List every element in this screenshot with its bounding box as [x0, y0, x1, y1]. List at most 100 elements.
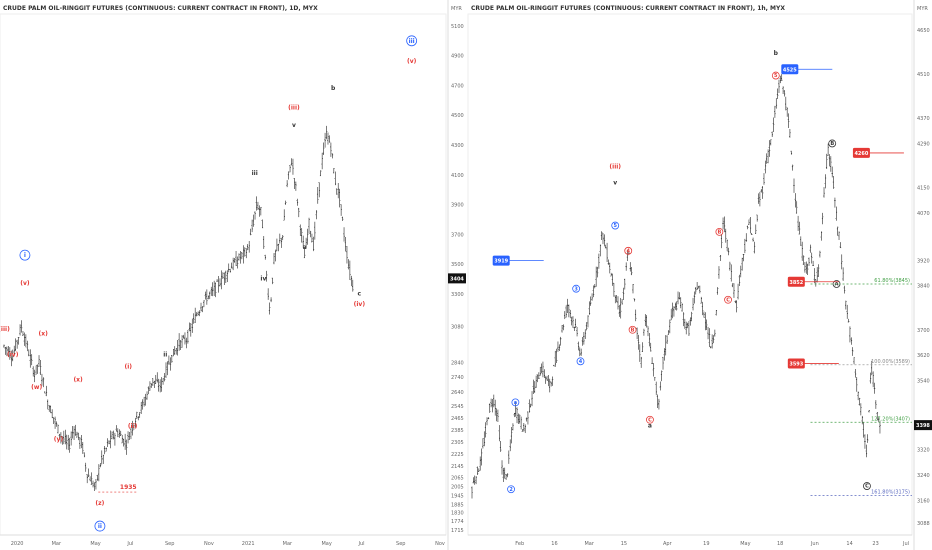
wave-label: ii [98, 523, 102, 530]
wave-label: (iv) [7, 351, 19, 358]
y-tick-label: 2225 [451, 452, 464, 458]
x-tick-label: 19 [703, 541, 709, 547]
wave-label-circle [511, 398, 520, 407]
y-tick-label: 3300 [451, 292, 464, 298]
y-tick-label: 1715 [451, 528, 464, 534]
wave-label-circle [724, 295, 732, 304]
wave-label: B [717, 229, 721, 235]
wave-label: (y) [54, 436, 64, 443]
y-tick-label: 2385 [451, 428, 464, 434]
wave-label: v [292, 122, 296, 129]
wave-label: 2 [509, 487, 513, 493]
wave-label-circle [715, 227, 724, 236]
y-tick-label: 3540 [917, 378, 930, 384]
y-tick-label: 2840 [451, 360, 464, 366]
x-tick-label: Mar [584, 541, 594, 547]
y-tick-label: 1774 [451, 519, 464, 525]
x-tick-label: Nov [204, 541, 214, 547]
y-tick-label: 2005 [451, 485, 464, 491]
y-tick-label: 3088 [917, 521, 930, 527]
y-tick-label: 2640 [451, 390, 464, 396]
y-tick-label: 3920 [917, 258, 930, 264]
x-tick-label: Sep [165, 541, 174, 547]
price-box [492, 255, 510, 266]
last-price-badge [448, 273, 466, 284]
annotation-text: 1935 [120, 484, 137, 491]
price-axis [914, 0, 932, 550]
x-tick-label: May [90, 541, 100, 547]
wave-label: 3 [574, 286, 578, 292]
y-tick-label: 2545 [451, 404, 464, 410]
y-tick-label: 4510 [917, 72, 930, 78]
x-tick-label: 23 [872, 541, 878, 547]
wave-label: iv [260, 275, 266, 282]
y-tick-label: 2740 [451, 375, 464, 381]
wave-label-circle [863, 482, 871, 490]
wave-label: A [835, 282, 839, 288]
price-axis-unit: MYR [917, 6, 928, 12]
chart-title: CRUDE PALM OIL-RINGGIT FUTURES (CONTINUO… [3, 5, 318, 12]
daily-chart-panel[interactable]: MYR CRUDE PALM OIL-RINGGIT FUTURES (CONTI… [0, 0, 466, 550]
y-tick-label: 3900 [451, 203, 464, 209]
x-tick-label: Jun [810, 541, 819, 547]
fib-level-label: 127.20%(3407) [871, 416, 910, 422]
x-tick-label: 15 [621, 541, 627, 547]
wave-label: 5 [613, 223, 617, 229]
y-tick-label: 4150 [917, 186, 930, 192]
y-tick-label: 4070 [917, 211, 930, 217]
x-tick-label: 18 [777, 541, 783, 547]
x-tick-label: Sep [396, 541, 405, 547]
wave-label: (v) [20, 280, 30, 287]
wave-label-circle [94, 520, 106, 532]
x-tick-label: May [740, 541, 750, 547]
y-tick-label: 1830 [451, 511, 464, 517]
price-box-label: 3919 [494, 259, 508, 265]
wave-label: (i) [124, 363, 132, 370]
wave-label: a [303, 244, 307, 251]
wave-label-circle [572, 284, 581, 293]
y-tick-label: 3620 [917, 353, 930, 359]
y-tick-label: 4900 [451, 54, 464, 60]
fib-level-label: 100.00%(3589) [871, 359, 910, 365]
wave-label: i [24, 252, 26, 259]
plot-area [467, 13, 913, 536]
price-box [781, 64, 799, 75]
fib-level-label: 161.80%(3175) [871, 490, 910, 496]
y-tick-label: 3840 [917, 284, 930, 290]
hourly-chart-panel[interactable]: MYR CRUDE PALM OIL-RINGGIT FUTURES (CONTI… [467, 0, 932, 550]
wave-label: (iii) [609, 164, 621, 171]
y-tick-label: 5100 [451, 24, 464, 30]
wave-label-circle [507, 485, 515, 494]
wave-label: (iii) [288, 104, 300, 111]
x-tick-label: 14 [846, 541, 852, 547]
price-box-label: 3593 [789, 362, 803, 368]
wave-label: (v) [407, 58, 417, 65]
last-price-badge [914, 420, 932, 431]
price-axis-unit: MYR [451, 6, 462, 12]
wave-label-circle [646, 415, 654, 424]
x-tick-label: Jul [126, 541, 133, 547]
wave-label-circle [611, 221, 620, 230]
y-tick-label: 3240 [917, 473, 930, 479]
wave-label: C [865, 484, 869, 490]
wave-label-circle [406, 35, 418, 47]
wave-label-circle [624, 246, 633, 255]
wave-label: 5 [774, 73, 778, 79]
wave-label: (ii) [128, 423, 138, 430]
wave-label-circle [828, 139, 837, 148]
x-tick-label: Nov [435, 541, 445, 547]
price-box-label: 4260 [854, 151, 868, 157]
wave-label: ii [163, 351, 167, 358]
fib-level-label: 61.80%(3845) [874, 278, 910, 284]
y-tick-label: 1885 [451, 502, 464, 508]
price-box-label: 3852 [789, 280, 803, 286]
x-tick-label: 2021 [242, 541, 255, 547]
price-box [852, 147, 870, 158]
y-tick-label: 3700 [451, 232, 464, 238]
x-tick-label: Jul [902, 541, 909, 547]
y-tick-label: 4290 [917, 141, 930, 147]
wave-label: B [631, 327, 635, 333]
wave-label: 4 [626, 248, 630, 254]
wave-label-circle [576, 357, 585, 366]
wave-label: C [648, 417, 652, 423]
